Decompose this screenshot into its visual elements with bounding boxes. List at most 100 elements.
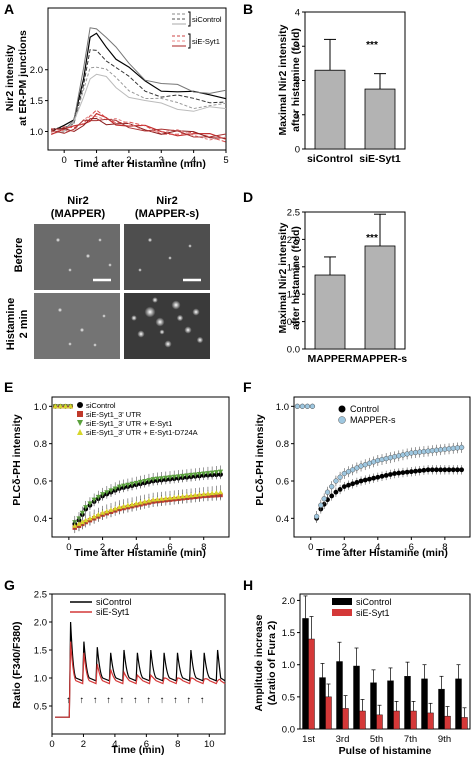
panel-a-label: A <box>4 1 14 17</box>
panel-f-ytick-label: 1.0 <box>276 402 289 413</box>
panel-a-ytick-label: 2.0 <box>30 65 43 76</box>
panel-e-point <box>83 517 89 523</box>
sicontrol-bar <box>353 665 360 730</box>
micrograph-mapper-s-histamine <box>124 293 210 359</box>
panel-f-ytick-label: 0.6 <box>276 477 289 488</box>
nir2-punctum <box>144 306 156 318</box>
panel-c: C Nir2 (MAPPER) Nir2 (MAPPER-s) Before H… <box>4 189 210 359</box>
panel-g-ytick-label: 0.5 <box>34 702 47 713</box>
panel-e-point <box>87 501 93 506</box>
panel-h-xtick-label: 5th <box>370 734 383 745</box>
panel-f-point <box>309 403 316 409</box>
sicontrol-trace <box>55 621 226 718</box>
sie-syt1-bar <box>376 714 383 730</box>
panel-e-xtick-label: 0 <box>66 542 71 553</box>
panel-b-significance: *** <box>366 40 378 51</box>
sicontrol-bar <box>302 618 309 730</box>
panel-e-point <box>137 499 144 505</box>
sie-syt1-bar <box>308 638 315 730</box>
panel-e-point <box>209 490 215 496</box>
panel-e-point <box>171 494 177 500</box>
panel-e-ytick-label: 0.8 <box>34 439 47 450</box>
panel-d-category-label: MAPPER <box>308 353 353 365</box>
sie-syt1-bar <box>461 717 468 730</box>
panel-a-xtick-label: 0 <box>62 155 67 166</box>
panel-d-ytick-label: 2.5 <box>287 208 300 219</box>
nir2-punctum <box>138 268 142 272</box>
sie-syt1-bar <box>342 708 349 730</box>
sie-syt1-trace <box>55 641 226 718</box>
panel-e-point <box>180 473 186 479</box>
panel-g-ytick-label: 2.5 <box>34 590 47 601</box>
histamine-pulse-arrow: ↑ <box>80 695 85 706</box>
panel-d-bar <box>364 245 396 350</box>
nir2-punctum <box>131 315 137 321</box>
legend-marker <box>77 420 83 426</box>
panel-g-xtick-label: 2 <box>81 739 86 750</box>
sie-syt1-trace <box>51 118 227 138</box>
nir2-punctum <box>68 268 72 272</box>
panel-f-point <box>321 496 327 502</box>
panel-h-bars: 2.0 1.5 1.0 0.5 0.0 1st 3rd 5th 7th 9th <box>282 595 468 745</box>
panel-e-point <box>184 473 190 478</box>
panel-d-bars: 2.5 2.0 1.5 1.0 0.5 0.0 MAPPER MAPPER-s <box>287 208 408 366</box>
panel-d-category-label: MAPPER-s <box>353 353 407 365</box>
panel-f-ytick-label: 0.8 <box>276 439 289 450</box>
panel-e-xtick-label: 8 <box>201 542 206 553</box>
legend-marker <box>77 411 83 417</box>
panel-h-xtick-label: 7th <box>404 734 417 745</box>
panel-e-point <box>133 500 139 506</box>
panel-e-point <box>205 491 211 496</box>
sicontrol-bar <box>319 677 326 730</box>
panel-b-bars: 4 3 2 1 0 siControl siE-Syt1 <box>295 8 401 166</box>
panel-f-legend-1: MAPPER-s <box>350 415 396 425</box>
panel-h-ytick-label: 2.0 <box>282 596 295 607</box>
panel-f-frame <box>293 396 471 538</box>
nir2-punctum <box>196 336 204 344</box>
panel-f-point <box>434 467 439 473</box>
panel-g-ylabel: Ratio (F340/F380) <box>11 622 23 709</box>
panel-e-point <box>146 478 152 483</box>
panel-b-bar <box>314 69 346 150</box>
nir2-punctum <box>176 314 184 322</box>
panel-e-xtick-label: 6 <box>167 542 172 553</box>
panel-e-point <box>91 513 97 519</box>
legend-swatch <box>332 598 352 605</box>
panel-c-col2-sub: (MAPPER-s) <box>135 208 200 220</box>
histamine-pulse-arrow: ↑ <box>106 695 111 706</box>
panel-e-point <box>184 493 190 498</box>
panel-f-point <box>299 403 306 409</box>
micrograph-puncta <box>55 237 204 348</box>
legend-marker <box>77 402 83 408</box>
panel-e-point <box>158 476 165 481</box>
panel-e-frame <box>51 396 230 538</box>
panel-d: D Maximal Nir2 intensity after histamine… <box>243 189 407 365</box>
panel-f-point <box>396 470 402 476</box>
panel-e-legend-1: siE-Syt1_3' UTR <box>86 410 142 419</box>
panel-f-point <box>313 513 320 520</box>
panel-f-point <box>421 467 427 473</box>
panel-b-category-label: siE-Syt1 <box>359 153 401 165</box>
panel-e-point <box>91 497 97 503</box>
panel-e-point <box>175 494 182 499</box>
panel-f-traces: 1.0 0.8 0.6 0.4 0 2 4 6 8 <box>276 402 465 553</box>
panel-e-legend-2: siE-Syt1_3' UTR + E-Syt1 <box>86 419 172 428</box>
panel-f-point <box>337 487 343 492</box>
micrograph-mapper-histamine <box>34 293 120 359</box>
panel-c-col2-title: Nir2 <box>156 195 177 207</box>
panel-g-frame <box>51 593 226 735</box>
panel-f-point <box>446 467 452 473</box>
panel-f-point <box>413 468 418 474</box>
panel-e-point <box>171 474 177 480</box>
panel-a-ylabel-1: Nir2 intensity <box>4 45 16 112</box>
panel-e-point <box>104 508 110 514</box>
panel-e-point <box>121 503 127 509</box>
panel-d-ytick-label: 0.0 <box>287 345 300 356</box>
panel-g-xtick-label: 0 <box>49 739 54 750</box>
panel-e-ytick-label: 0.4 <box>34 514 47 525</box>
sie-syt1-trace <box>51 117 227 139</box>
histamine-pulse-arrow: ↑ <box>200 695 205 706</box>
panel-a-xticks: 0 1 2 3 4 5 <box>62 150 229 166</box>
panel-e-point <box>163 495 169 501</box>
panel-e-point <box>116 484 123 490</box>
